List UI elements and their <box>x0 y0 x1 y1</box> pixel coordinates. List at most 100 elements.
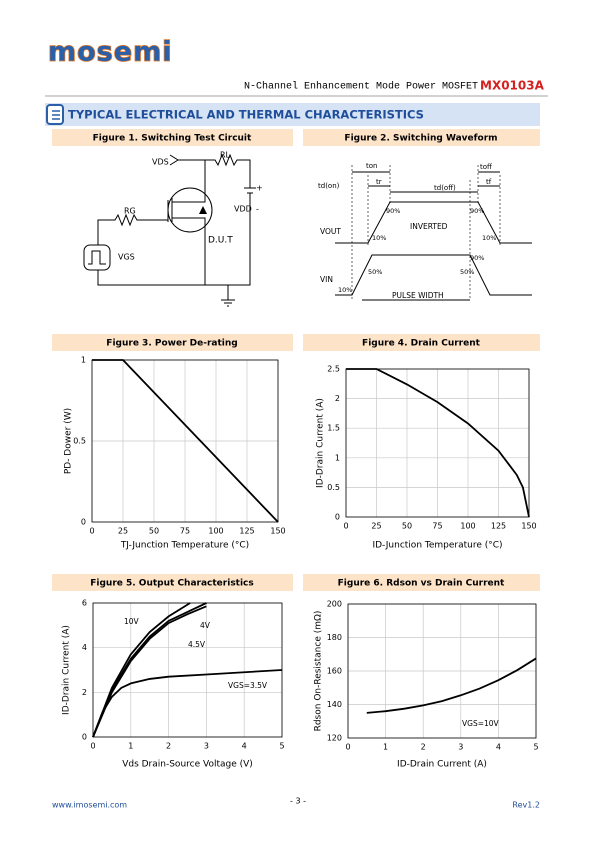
annotation: VGS=10V <box>462 719 500 728</box>
body-diode <box>199 206 207 214</box>
wave-label: VIN <box>320 275 333 284</box>
footer-url: www.imosemi.com <box>52 801 127 810</box>
wave-label: ton <box>366 162 377 170</box>
wave-label: 90% <box>470 207 484 215</box>
x-tick-label: 50 <box>402 522 412 531</box>
circuit-label: VGS <box>118 253 135 262</box>
x-tick-label: 25 <box>371 522 381 531</box>
x-tick-label: 100 <box>208 527 223 536</box>
x-tick-label: 25 <box>118 527 128 536</box>
y-axis-label: ID-Drain Current (A) <box>316 398 326 488</box>
vin-wave <box>335 254 532 296</box>
wave-label: VOUT <box>320 227 341 236</box>
circuit-label: D.U.T <box>208 236 233 246</box>
figure-title: Figure 2. Switching Waveform <box>344 134 497 144</box>
x-tick-label: 0 <box>343 522 348 531</box>
y-tick-label: 0.5 <box>73 437 86 446</box>
figure-title: Figure 1. Switching Test Circuit <box>93 134 252 144</box>
y-tick-label: 120 <box>327 734 342 743</box>
wave-label: 10% <box>482 234 496 242</box>
plot-frame <box>347 603 537 739</box>
x-tick-label: 125 <box>491 522 506 531</box>
x-tick-label: 3 <box>204 742 209 751</box>
y-tick-label: 180 <box>327 633 342 642</box>
title-bar <box>52 129 293 146</box>
figure-title: Figure 6. Rdson vs Drain Current <box>338 579 505 589</box>
circuit-label: - <box>256 205 259 214</box>
x-axis-label: ID-Drain Current (A) <box>397 760 487 770</box>
y-tick-label: 1 <box>81 356 86 365</box>
y-axis-label: PD- Dower (W) <box>64 408 74 474</box>
title-bar <box>303 334 540 351</box>
figure-title: Figure 4. Drain Current <box>362 339 481 349</box>
plot-frame <box>345 368 530 518</box>
x-axis-label: Vds Drain-Source Voltage (V) <box>122 760 253 770</box>
title-bar <box>303 574 540 591</box>
figure-title: Figure 3. Power De-rating <box>106 339 237 349</box>
y-tick-label: 4 <box>82 643 87 652</box>
series-label: 10V <box>124 617 140 626</box>
x-tick-label: 4 <box>496 743 501 752</box>
x-tick-label: 2 <box>166 742 171 751</box>
x-axis-label: ID-Junction Temperature (°C) <box>372 541 502 551</box>
x-tick-label: 75 <box>432 522 442 531</box>
pulse-symbol <box>88 250 106 265</box>
y-tick-label: 6 <box>82 599 87 608</box>
y-axis-label: ID-Drain Current (A) <box>62 625 72 715</box>
section-banner <box>45 103 540 126</box>
mosfet-body <box>167 187 213 233</box>
x-tick-label: 150 <box>270 527 285 536</box>
wave-label: td(on) <box>318 182 340 190</box>
title-bar <box>52 334 293 351</box>
logo: mosemi <box>48 37 172 68</box>
series-line <box>366 657 537 714</box>
x-tick-label: 50 <box>149 527 159 536</box>
wave-label: 10% <box>338 286 352 294</box>
y-tick-label: 0 <box>335 513 340 522</box>
series-line <box>92 605 207 738</box>
wave-label: INVERTED <box>410 222 448 231</box>
y-tick-label: 0 <box>81 518 86 527</box>
x-tick-label: 75 <box>180 527 190 536</box>
x-tick-label: 1 <box>383 743 388 752</box>
x-tick-label: 0 <box>345 743 350 752</box>
series-line <box>346 368 530 518</box>
x-tick-label: 100 <box>460 522 475 531</box>
wave-label: toff <box>480 163 492 171</box>
series-line <box>92 602 207 738</box>
wave-label: td(off) <box>434 184 456 192</box>
x-tick-label: 5 <box>533 743 538 752</box>
header-subtitle: N-Channel Enhancement Mode Power MOSFET <box>244 81 478 93</box>
y-tick-label: 140 <box>327 700 342 709</box>
y-tick-label: 0 <box>82 733 87 742</box>
vout-wave <box>335 201 532 244</box>
circuit-label: RG <box>124 207 136 216</box>
figure-title: Figure 5. Output Characteristics <box>90 579 254 589</box>
y-tick-label: 0.5 <box>327 483 340 492</box>
title-bar <box>303 129 540 146</box>
wave-label: tf <box>486 178 492 186</box>
circuit-label: VDD <box>234 205 252 214</box>
y-tick-label: 1.5 <box>327 424 340 433</box>
waveform: td(on) ton tr td(off) toff tf 90% 90% 10… <box>318 162 532 301</box>
revision: Rev1.2 <box>512 801 540 810</box>
y-tick-label: 2 <box>335 394 340 403</box>
wave-label: tr <box>376 178 382 186</box>
x-tick-label: 3 <box>458 743 463 752</box>
series-label: VGS=3.5V <box>228 681 268 690</box>
y-tick-label: 2.5 <box>327 365 340 374</box>
circuit-label: RL <box>220 151 231 160</box>
wave-label: 10% <box>372 234 386 242</box>
series-label: 4.5V <box>188 640 206 649</box>
pulse-source <box>83 244 111 271</box>
part-number: MX0103A <box>480 79 545 93</box>
x-tick-label: 4 <box>242 742 247 751</box>
plot-frame <box>91 359 279 523</box>
y-tick-label: 200 <box>327 600 342 609</box>
series-line <box>92 669 283 738</box>
x-tick-label: 125 <box>239 527 254 536</box>
x-tick-label: 150 <box>521 522 536 531</box>
